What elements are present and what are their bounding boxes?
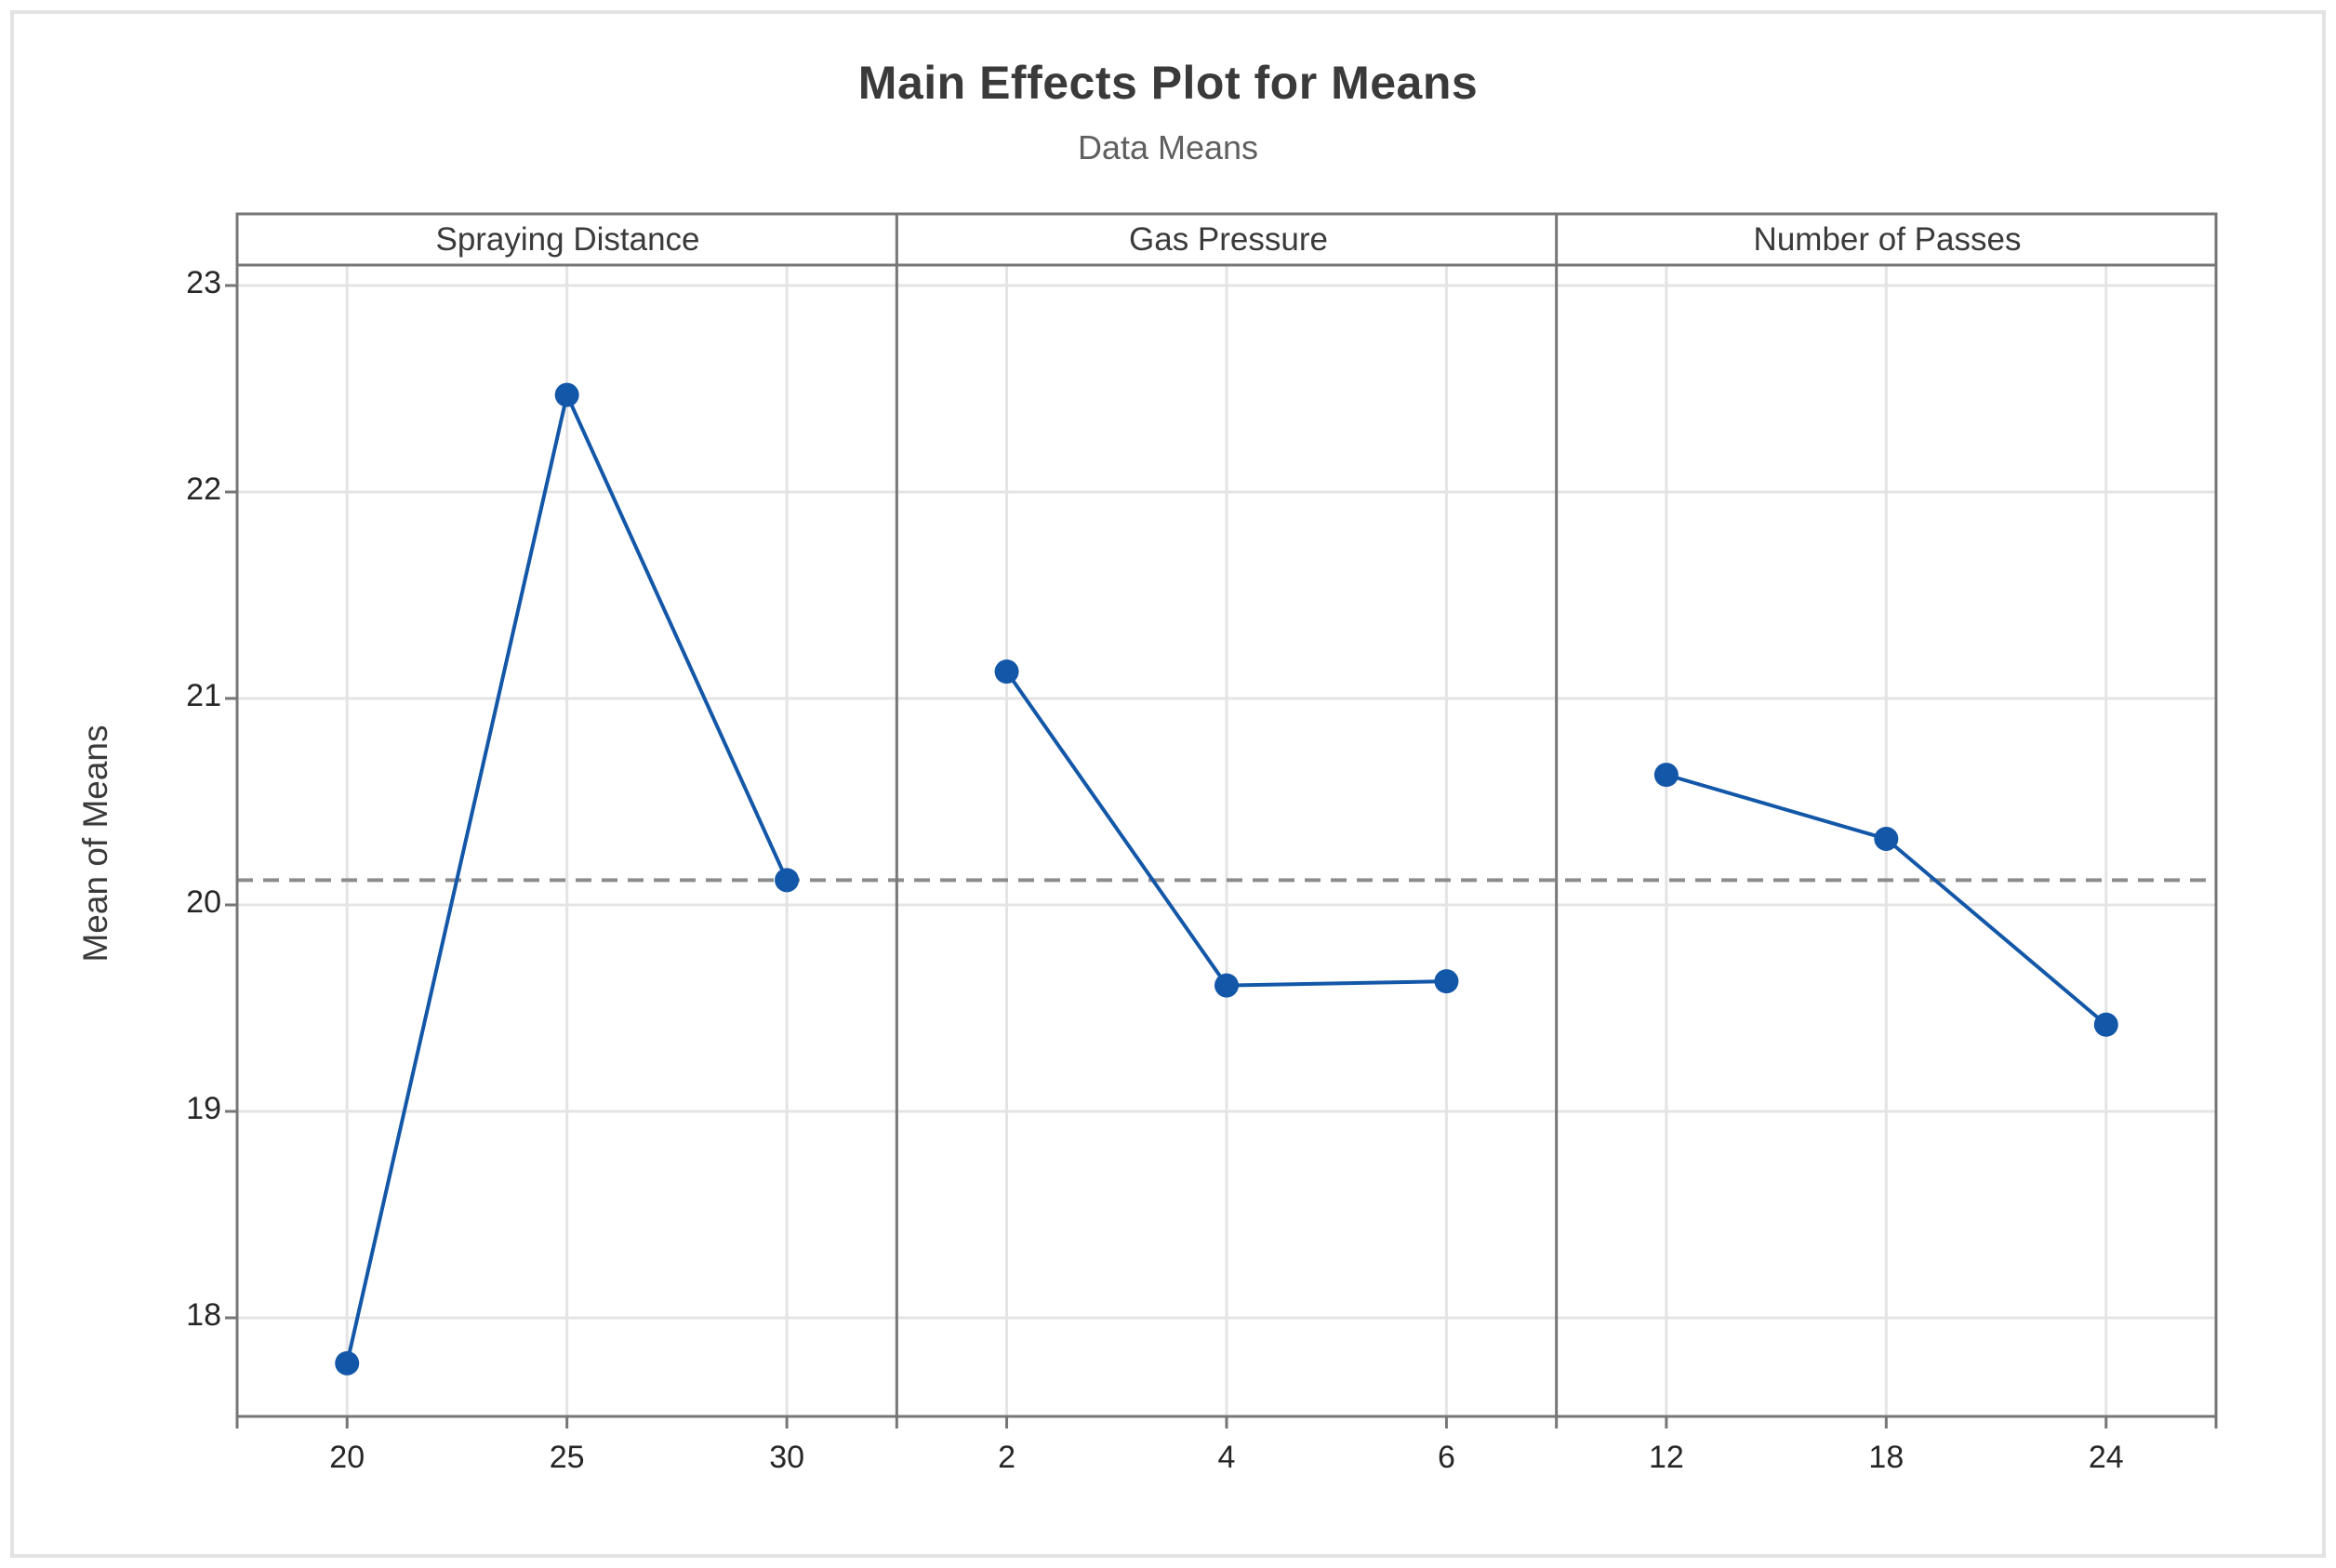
x-tick-label: 18 [1868,1440,1905,1475]
chart-title: Main Effects Plot for Means [857,57,1479,109]
data-point-marker [1874,826,1899,851]
y-tick-label: 22 [186,472,221,507]
chart-subtitle: Data Means [1077,128,1259,166]
panel-header-spraying-distance: Spraying Distance [435,221,700,258]
data-point-marker [335,1350,360,1375]
data-point-marker [554,382,579,407]
data-point-marker [2093,1012,2118,1037]
x-tick-label: 20 [329,1440,365,1475]
y-tick-label: 18 [186,1297,221,1333]
x-tick-label: 30 [769,1440,805,1475]
y-tick-label: 21 [186,678,221,713]
x-tick-label: 6 [1437,1440,1455,1475]
data-point-marker [775,868,800,893]
panel-header-number-of-passes: Number of Passes [1753,221,2022,258]
data-point-marker [994,659,1019,684]
y-tick-label: 19 [186,1091,221,1126]
x-tick-label: 24 [2088,1440,2124,1475]
data-point-marker [1214,973,1239,998]
x-tick-label: 4 [1217,1440,1236,1475]
data-point-marker [1434,969,1459,994]
data-point-marker [1653,763,1679,788]
x-tick-label: 25 [549,1440,585,1475]
x-tick-label: 2 [998,1440,1015,1475]
y-tick-label: 20 [186,884,221,920]
y-tick-label: 23 [186,265,221,300]
panel-header-gas-pressure: Gas Pressure [1129,221,1328,258]
x-tick-label: 12 [1648,1440,1684,1475]
